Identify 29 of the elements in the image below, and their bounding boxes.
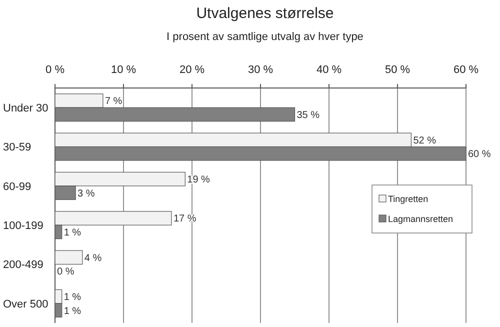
data-label: 1 % xyxy=(64,227,82,238)
y-tick-label: 60-99 xyxy=(3,180,32,193)
x-tick-label: 50 % xyxy=(384,64,410,76)
x-tick-label: 40 % xyxy=(316,64,342,76)
y-tick-label: 200-499 xyxy=(3,259,44,272)
data-label: 7 % xyxy=(104,96,122,108)
data-label: 52 % xyxy=(413,135,436,146)
data-label: 35 % xyxy=(296,110,320,121)
chart-title: Utvalgenes størrelse xyxy=(196,5,334,22)
data-label: 60 % xyxy=(468,149,491,160)
x-tick-label: 30 % xyxy=(248,64,274,76)
data-label: 0 % xyxy=(57,266,74,278)
y-tick-label: 30-59 xyxy=(3,142,32,154)
y-tick-label: Under 30 xyxy=(3,102,48,114)
data-label: 3 % xyxy=(78,188,95,200)
data-label: 17 % xyxy=(173,214,196,225)
data-label: 1 % xyxy=(64,306,82,317)
x-tick-label: 0 % xyxy=(46,64,65,76)
x-tick-label: 60 % xyxy=(453,64,479,76)
data-label: 1 % xyxy=(64,292,82,304)
data-label: 4 % xyxy=(84,252,102,264)
y-tick-label: 100-199 xyxy=(3,220,44,232)
legend-label: Lagmannsretten xyxy=(388,214,454,224)
legend-label: Tingretten xyxy=(388,194,428,204)
data-label: 19 % xyxy=(187,174,210,186)
y-tick-label: Over 500 xyxy=(3,298,48,310)
chart-subtitle: I prosent av samtlige utvalg av hver type xyxy=(166,31,364,43)
x-tick-label: 20 % xyxy=(179,64,205,76)
x-tick-label: 10 % xyxy=(110,64,136,76)
